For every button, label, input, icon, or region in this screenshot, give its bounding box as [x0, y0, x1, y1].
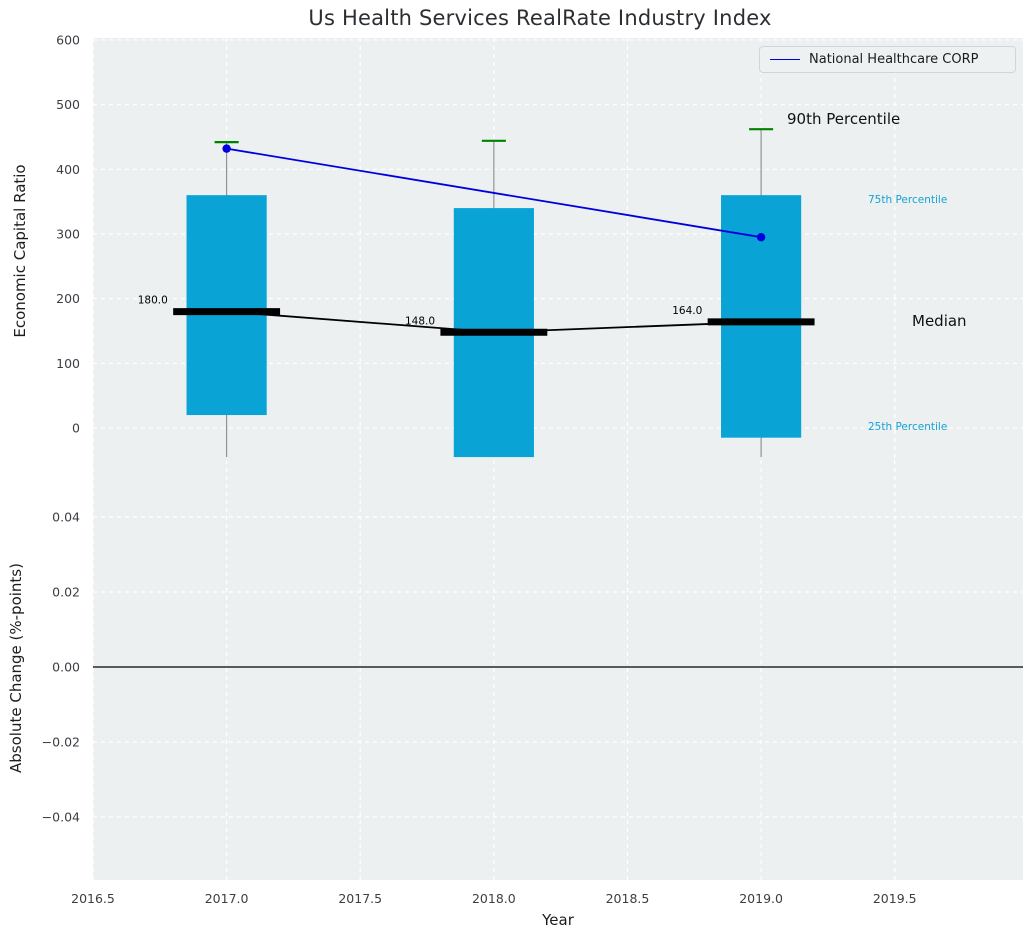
company-line: [226, 147, 762, 239]
top-y-tick-0: 0: [72, 420, 80, 435]
x-tick-2018.0: 2018.0: [472, 891, 516, 906]
top-y-tick-600: 600: [56, 32, 80, 47]
annotation-25th-percentile: 25th Percentile: [868, 421, 948, 433]
bottom-y-tick-0.00: 0.00: [52, 660, 80, 675]
x-tick-2016.5: 2016.5: [71, 891, 115, 906]
bottom-y-tick-−0.02: −0.02: [42, 735, 80, 750]
bottom-y-axis-label: Absolute Change (%-points): [7, 563, 25, 773]
company-point-2019: [756, 232, 766, 242]
annotation-75th-percentile: 75th Percentile: [868, 194, 948, 206]
chart-title: Us Health Services RealRate Industry Ind…: [308, 6, 772, 30]
iqr-box-2019: [721, 195, 802, 438]
x-tick-2017.0: 2017.0: [205, 891, 249, 906]
iqr-box-2017: [186, 195, 267, 416]
legend-series-label: National Healthcare CORP: [809, 52, 979, 67]
top-y-axis-label: Economic Capital Ratio: [11, 164, 29, 338]
x-tick-2019.0: 2019.0: [739, 891, 783, 906]
annotation-90th-percentile: 90th Percentile: [787, 110, 901, 128]
top-y-tick-100: 100: [56, 356, 80, 371]
top-y-tick-500: 500: [56, 97, 80, 112]
median-value-label-2019: 164.0: [672, 305, 702, 317]
legend-line-sample-icon: [770, 59, 800, 60]
top-y-tick-400: 400: [56, 162, 80, 177]
legend: National Healthcare CORP: [759, 46, 1016, 73]
x-tick-2017.5: 2017.5: [338, 891, 382, 906]
bottom-y-tick-0.04: 0.04: [52, 510, 80, 525]
median-value-label-2017: 180.0: [138, 295, 168, 307]
bottom-y-tick-0.02: 0.02: [52, 585, 80, 600]
bottom-y-tick-−0.04: −0.04: [42, 810, 80, 825]
bottom-panel-background: [93, 460, 1023, 880]
top-y-tick-200: 200: [56, 291, 80, 306]
company-point-2017: [222, 144, 231, 153]
x-tick-2018.5: 2018.5: [606, 891, 650, 906]
annotation-median: Median: [912, 312, 967, 330]
median-value-label-2018: 148.0: [405, 315, 435, 327]
x-tick-2019.5: 2019.5: [873, 891, 917, 906]
top-y-tick-300: 300: [56, 226, 80, 241]
x-axis-label: Year: [542, 911, 574, 929]
